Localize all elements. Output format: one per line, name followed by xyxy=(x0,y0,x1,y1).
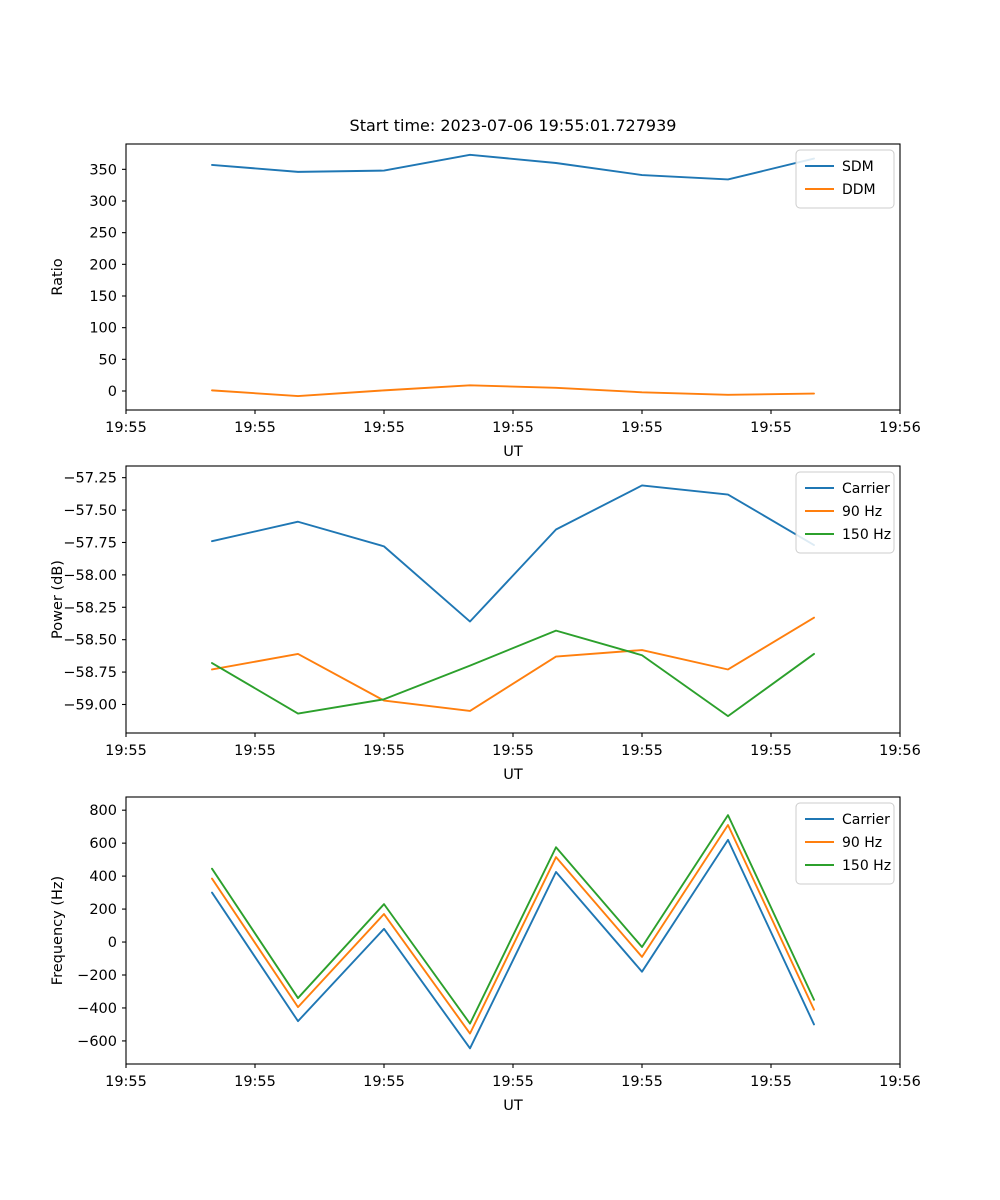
legend-label-carrier: Carrier xyxy=(842,812,890,828)
y-tick-label: 250 xyxy=(89,226,117,242)
y-tick-label: −57.50 xyxy=(63,503,117,519)
y-tick-label: 0 xyxy=(108,935,117,951)
x-tick-label: 19:55 xyxy=(363,420,405,436)
x-tick-label: 19:55 xyxy=(492,1074,534,1090)
x-tick-label: 19:56 xyxy=(879,1074,921,1090)
subplot-3: 19:55 19:55 19:55 19:55 19:55 19:55 19:56 −600 −… xyxy=(50,796,921,1114)
legend-label-90-hz: 90 Hz xyxy=(842,835,882,851)
y-tick-label: −58.50 xyxy=(63,633,117,649)
legend-label-150-hz: 150 Hz xyxy=(842,858,891,874)
subplot-1: 19:55 19:55 19:55 19:55 19:55 19:55 19:56 0 50 10… xyxy=(50,116,921,460)
x-axis-label: UT xyxy=(503,767,523,783)
y-tick-label: −600 xyxy=(77,1034,117,1050)
y-tick-label: −57.25 xyxy=(63,471,117,487)
y-tick-label: −59.00 xyxy=(63,697,117,713)
x-tick-label: 19:55 xyxy=(363,1074,405,1090)
legend-label-sdm: SDM xyxy=(842,159,874,175)
x-tick-label: 19:55 xyxy=(234,420,276,436)
x-tick-label: 19:55 xyxy=(621,1074,663,1090)
legend xyxy=(795,471,895,554)
y-tick-label: 800 xyxy=(89,803,117,819)
y-tick-label: −57.75 xyxy=(63,535,117,551)
series-line-150-hz xyxy=(211,814,815,1025)
y-tick-label: −400 xyxy=(77,1001,117,1017)
legend xyxy=(795,802,895,885)
series-line-carrier xyxy=(211,838,815,1050)
legend-label-ddm: DDM xyxy=(842,182,876,198)
x-tick-label: 19:55 xyxy=(105,743,147,759)
y-tick-label: −58.75 xyxy=(63,665,117,681)
axes-frame xyxy=(125,143,901,411)
series-line-ddm xyxy=(211,384,815,398)
x-tick-label: 19:55 xyxy=(492,743,534,759)
x-tick-label: 19:55 xyxy=(750,420,792,436)
x-tick-label: 19:55 xyxy=(234,743,276,759)
y-tick-label: −200 xyxy=(77,968,117,984)
subplot-2: 19:55 19:55 19:55 19:55 19:55 19:55 19:56 −57.2… xyxy=(50,465,921,783)
x-tick-label: 19:55 xyxy=(105,1074,147,1090)
y-axis-label: Frequency (Hz) xyxy=(50,876,66,985)
y-tick-label: 300 xyxy=(89,194,117,210)
legend-label-150-hz: 150 Hz xyxy=(842,527,891,543)
series-line-sdm xyxy=(211,153,815,181)
x-tick-label: 19:55 xyxy=(234,1074,276,1090)
x-tick-label: 19:55 xyxy=(492,420,534,436)
x-tick-label: 19:55 xyxy=(750,1074,792,1090)
x-tick-label: 19:55 xyxy=(105,420,147,436)
y-tick-label: 200 xyxy=(89,257,117,273)
axes-frame xyxy=(125,465,901,734)
y-axis-label: Ratio xyxy=(50,258,66,295)
legend-label-90-hz: 90 Hz xyxy=(842,504,882,520)
legend xyxy=(795,149,895,209)
x-tick-label: 19:55 xyxy=(621,420,663,436)
x-axis-label: UT xyxy=(503,444,523,460)
x-tick-label: 19:56 xyxy=(879,420,921,436)
series-line-carrier xyxy=(211,484,815,623)
series-line-150-hz xyxy=(211,629,815,718)
y-tick-label: 150 xyxy=(89,289,117,305)
x-tick-label: 19:56 xyxy=(879,743,921,759)
legend-label-carrier: Carrier xyxy=(842,481,890,497)
y-tick-label: 0 xyxy=(108,384,117,400)
y-tick-label: −58.00 xyxy=(63,568,117,584)
axes-frame xyxy=(125,796,901,1065)
series-line-90-hz xyxy=(211,824,815,1035)
y-tick-label: 400 xyxy=(89,869,117,885)
x-tick-label: 19:55 xyxy=(621,743,663,759)
x-tick-label: 19:55 xyxy=(363,743,405,759)
y-tick-label: 100 xyxy=(89,321,117,337)
y-tick-label: −58.25 xyxy=(63,600,117,616)
y-tick-label: 200 xyxy=(89,902,117,918)
x-tick-label: 19:55 xyxy=(750,743,792,759)
plot-title: Start time: 2023-07-06 19:55:01.727939 xyxy=(350,116,677,135)
y-axis-label: Power (dB) xyxy=(50,560,66,639)
x-axis-label: UT xyxy=(503,1098,523,1114)
y-tick-label: 600 xyxy=(89,836,117,852)
y-tick-label: 350 xyxy=(89,162,117,178)
series-line-90-hz xyxy=(211,616,815,712)
y-tick-label: 50 xyxy=(99,352,117,368)
